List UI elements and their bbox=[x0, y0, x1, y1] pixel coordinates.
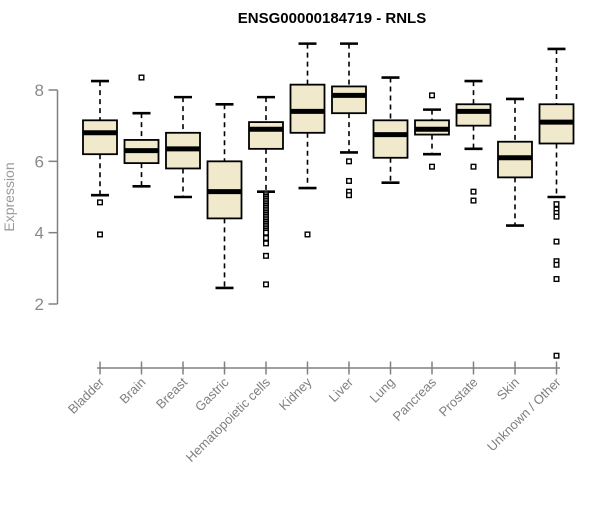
box-kidney bbox=[289, 42, 326, 238]
outlier-point bbox=[96, 231, 103, 238]
x-category-label-gastric: Gastric bbox=[192, 374, 232, 414]
outlier-point bbox=[553, 201, 560, 208]
outlier-point bbox=[553, 238, 560, 245]
outlier-point bbox=[263, 235, 270, 242]
x-category-label-lung: Lung bbox=[367, 375, 398, 406]
iqr-box bbox=[82, 119, 118, 156]
outlier-point bbox=[96, 199, 103, 206]
iqr-box bbox=[331, 85, 367, 115]
box-bladder bbox=[82, 79, 118, 238]
chart-title: ENSG00000184719 - RNLS bbox=[238, 10, 426, 27]
x-category-label-unknown-other: Unknown / Other bbox=[484, 374, 564, 454]
box-prostate bbox=[455, 79, 492, 204]
x-category-label-bladder: Bladder bbox=[65, 374, 108, 417]
outlier-point bbox=[553, 261, 560, 268]
box-pancreas bbox=[414, 92, 450, 170]
x-category-label-liver: Liver bbox=[326, 374, 357, 405]
box-lung bbox=[372, 76, 409, 185]
outlier-point bbox=[470, 197, 477, 204]
x-category-label-brain: Brain bbox=[117, 375, 149, 407]
y-tick-label: 6 bbox=[35, 152, 44, 171]
iqr-box bbox=[372, 119, 409, 159]
y-axis-label: Expression bbox=[1, 162, 17, 231]
outlier-point bbox=[304, 231, 311, 238]
outlier-point bbox=[263, 252, 270, 259]
x-category-label-prostate: Prostate bbox=[436, 375, 481, 420]
y-tick-label: 8 bbox=[35, 81, 44, 100]
outlier-point bbox=[346, 177, 353, 184]
y-tick-label: 4 bbox=[35, 224, 44, 243]
x-category-label-pancreas: Pancreas bbox=[390, 374, 440, 424]
iqr-box bbox=[455, 103, 492, 127]
x-category-label-breast: Breast bbox=[153, 374, 190, 411]
iqr-box bbox=[289, 83, 326, 134]
outlier-point bbox=[263, 281, 270, 288]
outlier-point bbox=[553, 276, 560, 283]
box-brain bbox=[123, 74, 160, 188]
x-category-label-skin: Skin bbox=[494, 375, 522, 403]
outlier-point bbox=[138, 74, 145, 81]
outlier-point bbox=[263, 229, 270, 236]
box-liver bbox=[331, 42, 367, 199]
outlier-point bbox=[553, 213, 560, 220]
outlier-point bbox=[429, 163, 436, 170]
x-category-label-kidney: Kidney bbox=[276, 374, 315, 413]
outlier-point bbox=[553, 352, 560, 359]
outlier-point bbox=[429, 92, 436, 99]
outlier-point bbox=[346, 158, 353, 165]
box-gastric bbox=[206, 102, 243, 290]
outlier-point bbox=[263, 240, 270, 247]
outlier-point bbox=[346, 192, 353, 199]
box-breast bbox=[165, 95, 201, 199]
box-skin bbox=[497, 97, 533, 227]
outlier-point bbox=[470, 188, 477, 195]
iqr-box bbox=[248, 121, 284, 150]
box-unknown-other bbox=[538, 47, 575, 359]
box-hematopoietic-cells bbox=[248, 95, 284, 288]
y-tick-label: 2 bbox=[35, 295, 44, 314]
outlier-point bbox=[470, 163, 477, 170]
